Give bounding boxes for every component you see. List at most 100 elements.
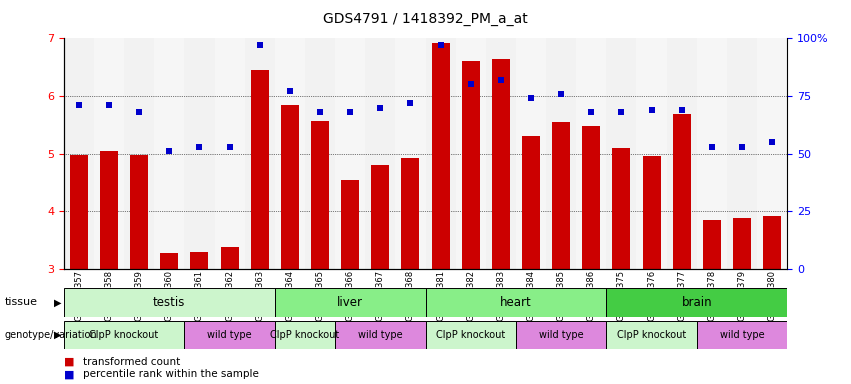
Text: ■: ■: [64, 369, 74, 379]
Text: ClpP knockout: ClpP knockout: [617, 330, 686, 340]
Point: [645, 107, 659, 113]
Bar: [275, 288, 426, 317]
Point: [524, 95, 538, 101]
Bar: [305, 38, 335, 269]
Bar: [220, 247, 238, 269]
Bar: [100, 151, 118, 269]
Text: GDS4791 / 1418392_PM_a_at: GDS4791 / 1418392_PM_a_at: [323, 12, 528, 25]
Bar: [455, 38, 486, 269]
Text: transformed count: transformed count: [83, 357, 180, 367]
Bar: [757, 38, 787, 269]
Bar: [245, 38, 275, 269]
Bar: [426, 288, 606, 317]
Point: [102, 102, 116, 108]
Point: [464, 81, 477, 88]
Text: testis: testis: [153, 296, 186, 309]
Bar: [185, 38, 214, 269]
Bar: [607, 321, 697, 349]
Point: [313, 109, 327, 115]
Point: [554, 91, 568, 97]
Text: ClpP knockout: ClpP knockout: [436, 330, 505, 340]
Bar: [426, 38, 455, 269]
Point: [585, 109, 598, 115]
Point: [705, 144, 718, 150]
Bar: [335, 38, 365, 269]
Text: ▶: ▶: [54, 330, 61, 340]
Text: brain: brain: [682, 296, 712, 309]
Bar: [613, 148, 631, 269]
Bar: [64, 38, 94, 269]
Bar: [697, 321, 787, 349]
Bar: [763, 216, 781, 269]
Bar: [672, 114, 691, 269]
Bar: [191, 252, 208, 269]
Bar: [461, 61, 480, 269]
Bar: [311, 121, 329, 269]
Bar: [396, 38, 426, 269]
Text: heart: heart: [500, 296, 532, 309]
Text: wild type: wild type: [720, 330, 764, 340]
Bar: [185, 321, 275, 349]
Point: [223, 144, 237, 150]
Text: ■: ■: [64, 357, 74, 367]
Bar: [130, 156, 148, 269]
Point: [494, 77, 508, 83]
Point: [374, 104, 387, 111]
Bar: [154, 38, 185, 269]
Point: [283, 88, 297, 94]
Bar: [666, 38, 697, 269]
Bar: [607, 288, 787, 317]
Bar: [214, 38, 245, 269]
Bar: [371, 165, 389, 269]
Bar: [637, 38, 666, 269]
Bar: [426, 321, 516, 349]
Text: ClpP knockout: ClpP knockout: [89, 330, 159, 340]
Point: [765, 139, 779, 145]
Text: genotype/variation: genotype/variation: [4, 330, 97, 340]
Bar: [402, 158, 420, 269]
Text: wild type: wild type: [358, 330, 403, 340]
Bar: [643, 157, 660, 269]
Bar: [727, 38, 757, 269]
Point: [343, 109, 357, 115]
Point: [72, 102, 86, 108]
Bar: [606, 38, 637, 269]
Text: ▶: ▶: [54, 297, 61, 308]
Point: [675, 107, 688, 113]
Text: wild type: wild type: [539, 330, 584, 340]
Text: tissue: tissue: [4, 297, 37, 308]
Point: [163, 148, 176, 154]
Text: percentile rank within the sample: percentile rank within the sample: [83, 369, 259, 379]
Bar: [582, 126, 600, 269]
Point: [614, 109, 628, 115]
Bar: [64, 321, 185, 349]
Bar: [486, 38, 516, 269]
Bar: [275, 321, 335, 349]
Bar: [576, 38, 606, 269]
Bar: [703, 220, 721, 269]
Bar: [546, 38, 576, 269]
Bar: [160, 253, 179, 269]
Bar: [516, 321, 607, 349]
Bar: [251, 70, 269, 269]
Text: liver: liver: [337, 296, 363, 309]
Bar: [697, 38, 727, 269]
Bar: [70, 155, 88, 269]
Bar: [516, 38, 546, 269]
Bar: [733, 218, 751, 269]
Bar: [431, 43, 449, 269]
Bar: [94, 38, 124, 269]
Point: [403, 100, 417, 106]
Bar: [341, 180, 359, 269]
Text: wild type: wild type: [208, 330, 252, 340]
Text: ClpP knockout: ClpP knockout: [271, 330, 340, 340]
Bar: [522, 136, 540, 269]
Bar: [281, 105, 299, 269]
Bar: [552, 122, 570, 269]
Bar: [335, 321, 426, 349]
Point: [253, 42, 266, 48]
Bar: [492, 59, 510, 269]
Bar: [124, 38, 154, 269]
Point: [434, 42, 448, 48]
Bar: [365, 38, 396, 269]
